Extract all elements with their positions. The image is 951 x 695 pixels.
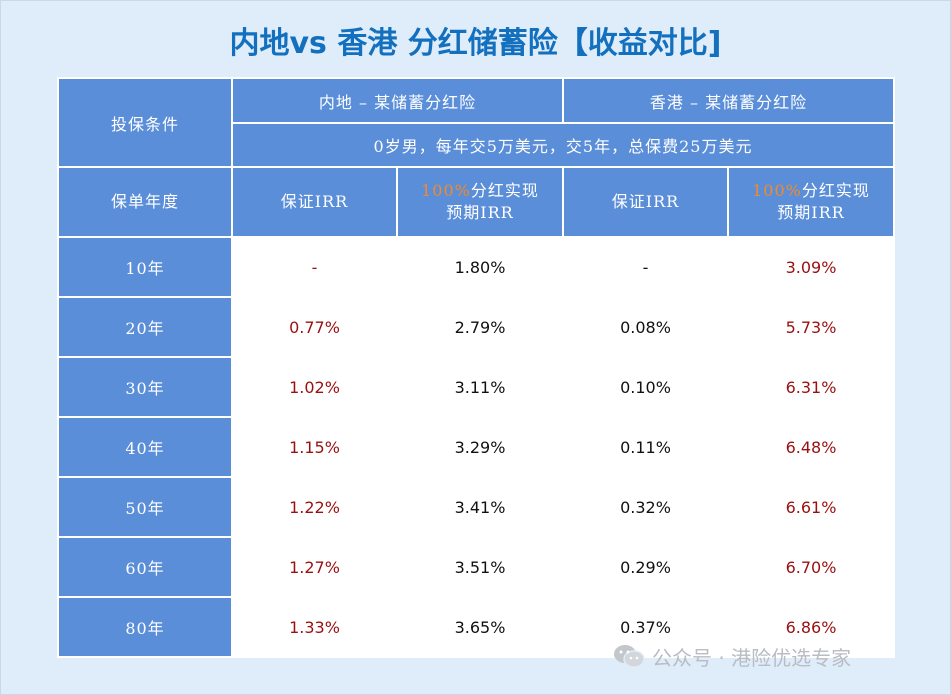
hk-expected-cell: 6.48%	[727, 416, 895, 478]
wechat-icon	[614, 645, 645, 668]
expected-irr-text: 预期IRR	[777, 203, 845, 222]
mainland-guaranteed-cell: 1.27%	[231, 536, 398, 598]
year-cell: 10年	[57, 236, 233, 298]
watermark: 公众号 · 港险优选专家	[612, 640, 851, 672]
table-row: 30年 1.02% 3.11% 0.10% 6.31%	[57, 356, 895, 418]
hk-guaranteed-cell: 0.10%	[562, 356, 729, 418]
table-row: 20年 0.77% 2.79% 0.08% 5.73%	[57, 296, 895, 358]
table-row: 10年 -1.80% -3.09%	[57, 236, 895, 298]
table-row: 50年 1.22% 3.41% 0.32% 6.61%	[57, 476, 895, 538]
mainland-expected-cell: 1.80%	[396, 236, 564, 298]
mainland-expected-irr-header: 100%分红实现 预期IRR	[396, 166, 564, 238]
mainland-expected-cell: 3.29%	[396, 416, 564, 478]
mainland-guaranteed-cell: 1.02%	[231, 356, 398, 418]
hk-guaranteed-cell: -	[562, 236, 729, 298]
hk-guaranteed-cell: 0.11%	[562, 416, 729, 478]
year-label: 保单年度	[57, 166, 233, 238]
condition-text: 0岁男，每年交5万美元，交5年，总保费25万美元	[231, 122, 895, 168]
hk-guaranteed-cell: 0.08%	[562, 296, 729, 358]
page-title: 内地vs 香港 分红储蓄险【收益对比]	[229, 26, 722, 61]
mainland-guaranteed-cell: 1.33%	[231, 596, 398, 658]
year-cell: 80年	[57, 596, 233, 658]
hk-expected-cell: 6.70%	[727, 536, 895, 598]
year-cell: 60年	[57, 536, 233, 598]
mainland-expected-cell: 3.51%	[396, 536, 564, 598]
mainland-product-header: 内地 – 某储蓄分红险	[231, 77, 564, 124]
hk-expected-cell: 6.86%	[727, 596, 895, 658]
hk-guaranteed-irr-header: 保证IRR	[562, 166, 729, 238]
table-row: 60年 1.27% 3.51% 0.29% 6.70%	[57, 536, 895, 598]
hk-expected-irr-header: 100%分红实现 预期IRR	[727, 166, 895, 238]
hk-expected-cell: 5.73%	[727, 296, 895, 358]
hk-guaranteed-cell: 0.37%	[562, 596, 729, 658]
year-cell: 20年	[57, 296, 233, 358]
dividend-percent: 100%	[752, 181, 802, 200]
hk-guaranteed-cell: 0.32%	[562, 476, 729, 538]
watermark-text: 公众号 · 港险优选专家	[652, 645, 852, 670]
table-row: 80年 1.33% 3.65% 0.37% 6.86%	[57, 596, 895, 658]
mainland-guaranteed-cell: -	[231, 236, 398, 298]
table-row: 40年 1.15% 3.29% 0.11% 6.48%	[57, 416, 895, 478]
dividend-percent: 100%	[421, 181, 471, 200]
dividend-text: 分红实现	[470, 181, 539, 200]
mainland-guaranteed-cell: 1.15%	[231, 416, 398, 478]
hk-guaranteed-cell: 0.29%	[562, 536, 729, 598]
mainland-expected-cell: 3.11%	[396, 356, 564, 418]
hk-product-header: 香港 – 某储蓄分红险	[562, 77, 895, 124]
year-cell: 30年	[57, 356, 233, 418]
data-rows: 10年 -1.80% -3.09% 20年 0.77% 2.79% 0.08% 5.73% 30…	[57, 236, 895, 658]
condition-label: 投保条件	[57, 77, 233, 168]
hk-expected-cell: 6.31%	[727, 356, 895, 418]
dividend-text: 分红实现	[801, 181, 870, 200]
year-cell: 40年	[57, 416, 233, 478]
mainland-guaranteed-cell: 1.22%	[231, 476, 398, 538]
hk-expected-cell: 6.61%	[727, 476, 895, 538]
mainland-guaranteed-irr-header: 保证IRR	[231, 166, 398, 238]
mainland-expected-cell: 3.41%	[396, 476, 564, 538]
mainland-expected-cell: 2.79%	[396, 296, 564, 358]
year-cell: 50年	[57, 476, 233, 538]
mainland-guaranteed-cell: 0.77%	[231, 296, 398, 358]
mainland-expected-cell: 3.65%	[396, 596, 564, 658]
comparison-table: 投保条件 内地 – 某储蓄分红险 香港 – 某储蓄分红险 0岁男，每年交5万美元…	[57, 77, 895, 658]
hk-expected-cell: 3.09%	[727, 236, 895, 298]
expected-irr-text: 预期IRR	[446, 203, 514, 222]
